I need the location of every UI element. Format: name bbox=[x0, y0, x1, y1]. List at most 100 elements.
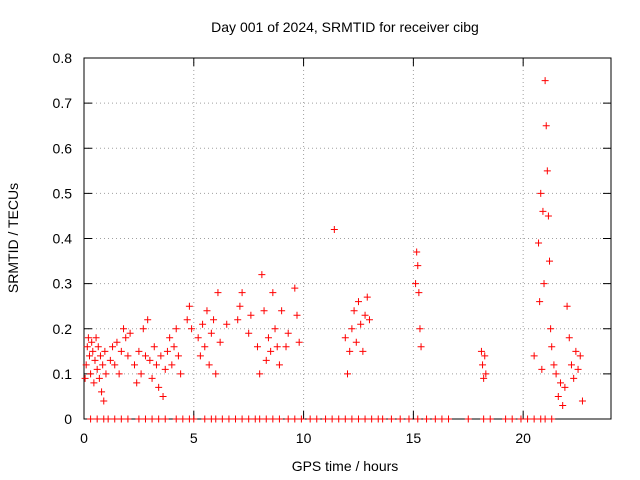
data-point bbox=[174, 352, 182, 360]
data-point bbox=[552, 370, 560, 378]
data-point bbox=[346, 347, 354, 355]
data-point-zero bbox=[297, 415, 305, 423]
data-point-zero bbox=[87, 415, 95, 423]
data-point-zero bbox=[238, 415, 246, 423]
data-point-zero bbox=[262, 415, 270, 423]
data-point bbox=[576, 352, 584, 360]
data-point-zero bbox=[190, 415, 198, 423]
data-point-zero bbox=[445, 415, 453, 423]
data-point bbox=[572, 347, 580, 355]
x-tick-label: 15 bbox=[406, 430, 422, 446]
data-point-zero bbox=[368, 415, 376, 423]
data-point-zero bbox=[524, 415, 532, 423]
data-point bbox=[350, 307, 358, 315]
data-point bbox=[82, 361, 90, 369]
data-point bbox=[166, 334, 174, 342]
data-point bbox=[120, 325, 128, 333]
data-point bbox=[201, 343, 209, 351]
data-point-zero bbox=[306, 415, 314, 423]
data-point bbox=[113, 338, 121, 346]
data-point-zero bbox=[361, 415, 369, 423]
grid bbox=[84, 58, 611, 419]
data-point bbox=[131, 361, 139, 369]
x-tick-label: 20 bbox=[515, 430, 531, 446]
data-point-zero bbox=[275, 415, 283, 423]
data-point bbox=[214, 289, 222, 297]
data-point bbox=[83, 343, 91, 351]
data-point bbox=[271, 325, 279, 333]
data-point bbox=[111, 361, 119, 369]
data-point-zero bbox=[348, 415, 356, 423]
data-point bbox=[547, 325, 555, 333]
data-point bbox=[561, 383, 569, 391]
data-point bbox=[363, 293, 371, 301]
data-point bbox=[100, 397, 108, 405]
data-point bbox=[330, 225, 338, 233]
data-point bbox=[238, 289, 246, 297]
data-point bbox=[122, 334, 130, 342]
data-point bbox=[544, 212, 552, 220]
data-point bbox=[92, 334, 100, 342]
data-point bbox=[352, 338, 360, 346]
data-point bbox=[482, 370, 490, 378]
data-point bbox=[126, 329, 134, 337]
data-point-zero bbox=[225, 415, 233, 423]
y-axis-label: SRMTID / TECUs bbox=[5, 183, 21, 293]
data-point bbox=[81, 374, 89, 382]
data-point bbox=[85, 352, 93, 360]
data-point bbox=[344, 370, 351, 378]
data-point bbox=[262, 356, 270, 364]
y-tick-label: 0.3 bbox=[53, 276, 73, 292]
data-point bbox=[548, 343, 556, 351]
data-point-zero bbox=[480, 415, 488, 423]
data-point bbox=[536, 298, 544, 306]
data-point-zero bbox=[232, 415, 240, 423]
data-point bbox=[91, 356, 99, 364]
data-point bbox=[282, 343, 290, 351]
data-point bbox=[98, 388, 106, 396]
data-point-zero bbox=[141, 415, 149, 423]
data-point-zero bbox=[548, 415, 556, 423]
data-point-zero bbox=[148, 415, 156, 423]
data-point-zero bbox=[93, 415, 101, 423]
data-point-zero bbox=[530, 415, 538, 423]
data-point bbox=[234, 316, 242, 324]
data-point bbox=[540, 280, 548, 288]
data-point-zero bbox=[414, 415, 422, 423]
data-point-zero bbox=[438, 415, 446, 423]
data-point-zero bbox=[508, 415, 516, 423]
data-point bbox=[357, 320, 365, 328]
data-point bbox=[253, 343, 261, 351]
data-point bbox=[152, 361, 160, 369]
data-point bbox=[554, 392, 562, 400]
data-point bbox=[291, 284, 299, 292]
data-point-zero bbox=[269, 415, 277, 423]
data-point-zero bbox=[502, 415, 510, 423]
data-point-zero bbox=[201, 415, 209, 423]
data-point bbox=[102, 370, 110, 378]
data-point bbox=[542, 122, 550, 130]
data-point-zero bbox=[291, 415, 299, 423]
data-point bbox=[559, 401, 567, 409]
data-points bbox=[81, 77, 586, 423]
data-point-zero bbox=[135, 415, 143, 423]
data-point bbox=[196, 352, 204, 360]
data-point bbox=[269, 289, 277, 297]
x-tick-label: 10 bbox=[296, 430, 312, 446]
data-point bbox=[480, 374, 488, 382]
y-tick-label: 0.6 bbox=[53, 140, 73, 156]
data-point-zero bbox=[517, 415, 525, 423]
data-point bbox=[172, 325, 180, 333]
data-point bbox=[194, 334, 202, 342]
data-point-zero bbox=[328, 415, 336, 423]
data-point bbox=[159, 392, 167, 400]
data-point bbox=[87, 370, 95, 378]
data-point bbox=[210, 316, 218, 324]
data-point bbox=[414, 262, 422, 270]
data-point bbox=[216, 338, 224, 346]
data-point bbox=[84, 334, 92, 342]
data-point bbox=[163, 347, 171, 355]
data-point bbox=[539, 207, 547, 215]
data-point-zero bbox=[218, 415, 226, 423]
data-point-zero bbox=[111, 415, 119, 423]
